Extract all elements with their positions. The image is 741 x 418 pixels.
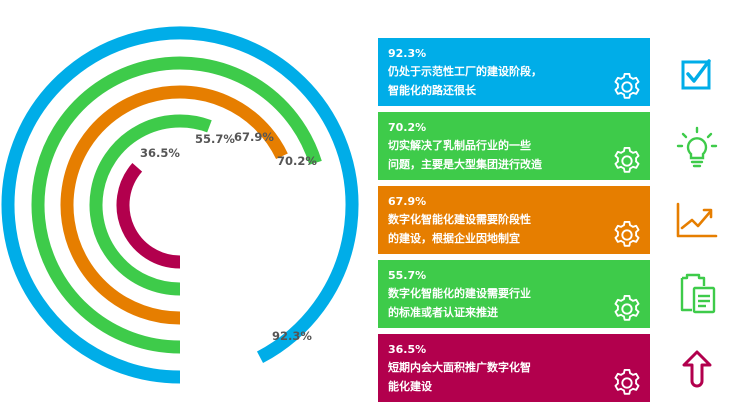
stat-card-5: 36.5% 短期内会大面积推广数字化智 能化建设 [378,334,650,402]
ring-bar-4 [89,114,212,296]
card-line-2: 智能化的路还很长 [388,84,476,97]
card-line-2: 的标准或者认证来推进 [388,306,498,319]
card-value: 92.3% [388,47,427,60]
chart-labels: 92.3% 70.2%67.9%55.7% 36.5% [140,130,317,343]
ring-bar-5 [116,163,181,269]
clipboard-icon [680,273,716,314]
ring-bar-1 [1,26,359,384]
gear-icon [614,368,640,395]
trend-chart-icon [676,202,718,238]
card-value: 55.7% [388,269,427,282]
card-value: 36.5% [388,343,427,356]
ring-label-1: 92.3% [272,329,312,343]
card-line-1: 切实解决了乳制品行业的一些 [388,139,531,152]
gear-icon [614,294,640,321]
ring-label-3: 67.9% [234,130,274,144]
card-line-1: 短期内会大面积推广数字化智 [388,361,531,374]
gear-icon [614,146,640,173]
card-line-1: 数字化智能化建设需要阶段性 [388,213,531,226]
ring-label-4: 55.7% [195,132,235,146]
gear-icon [614,220,640,247]
stat-card-3: 67.9% 数字化智能化建设需要阶段性 的建设，根据企业因地制宜 [378,186,650,254]
card-line-2: 的建设，根据企业因地制宜 [388,232,520,245]
chart-rings [1,26,359,384]
card-value: 67.9% [388,195,427,208]
ring-bar-3 [60,85,288,325]
card-line-2: 能化建设 [388,380,432,393]
stat-card-4: 55.7% 数字化智能化的建设需要行业 的标准或者认证来推进 [378,260,650,328]
lightbulb-icon [676,126,718,168]
up-arrow-icon [682,350,712,388]
stat-card-1: 92.3% 仍处于示范性工厂的建设阶段， 智能化的路还很长 [378,38,650,106]
card-line-2: 问题，主要是大型集团进行改造 [388,158,542,171]
checkbox-icon [681,59,711,90]
stat-card-2: 70.2% 切实解决了乳制品行业的一些 问题，主要是大型集团进行改造 [378,112,650,180]
card-line-1: 仍处于示范性工厂的建设阶段， [388,65,542,78]
gear-icon [614,72,640,99]
card-value: 70.2% [388,121,427,134]
ring-label-2: 70.2% [277,154,317,168]
ring-bar-2 [31,56,322,354]
ring-label-5: 36.5% [140,146,180,160]
card-line-1: 数字化智能化的建设需要行业 [388,287,531,300]
